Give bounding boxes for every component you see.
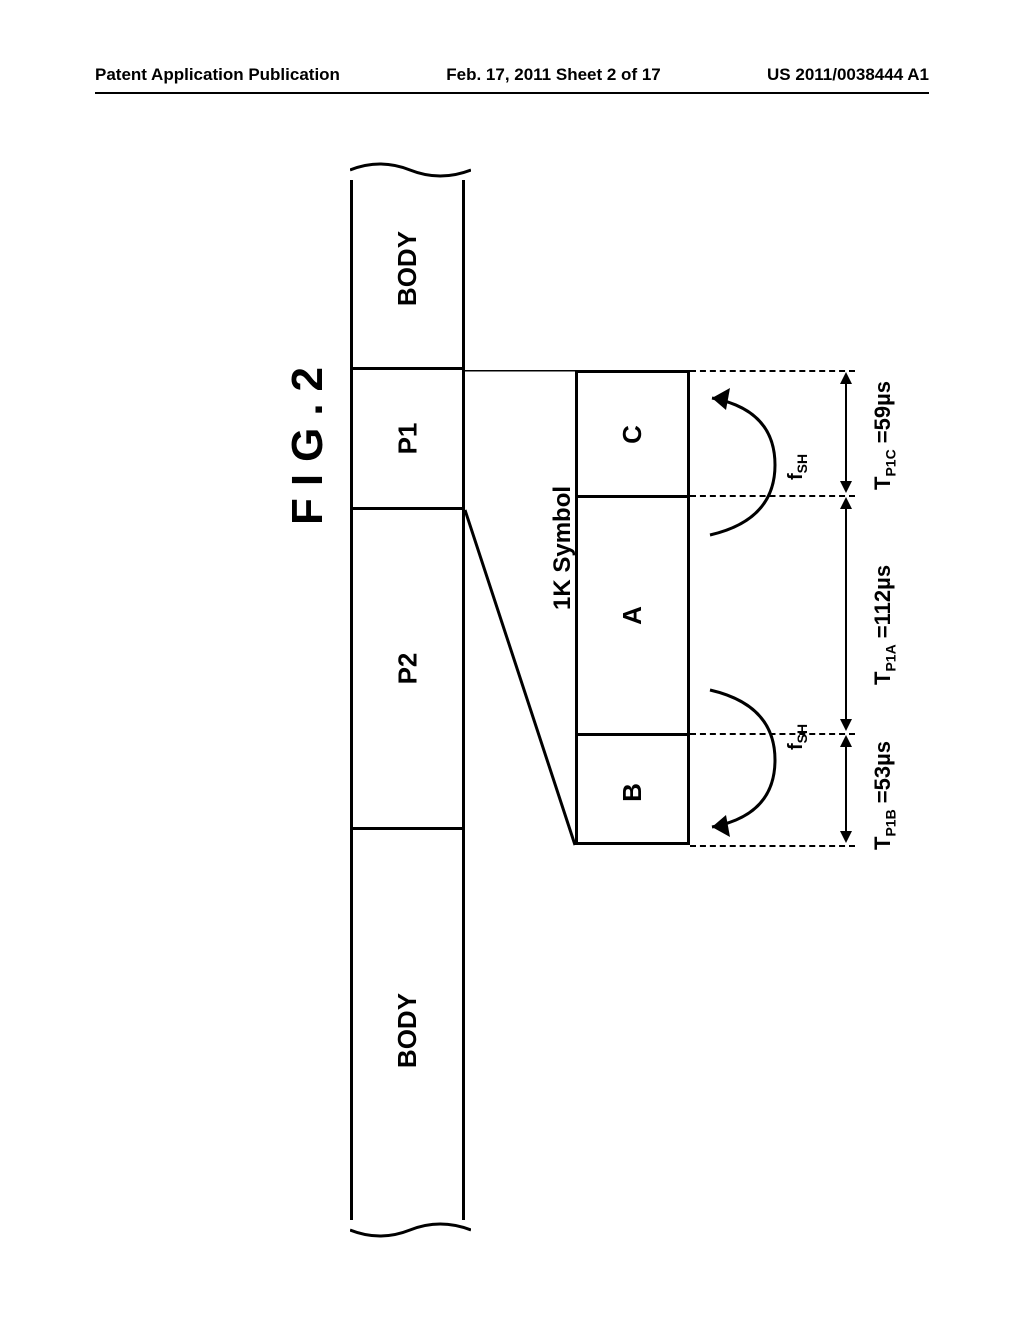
dim-label-b: TP1B =53µs — [870, 741, 898, 850]
dim-a-sub: P1A — [882, 644, 898, 671]
frame-label-body-bottom: BODY — [392, 992, 423, 1067]
fsh-label-top-sub: SH — [794, 454, 810, 473]
dim-dash-2 — [690, 733, 855, 735]
detail-label-b: B — [617, 783, 648, 802]
dim-b-sub: P1B — [882, 809, 898, 836]
detail-title-label: 1K Symbol — [549, 486, 577, 610]
fsh-label-top-f: f — [785, 473, 807, 480]
dim-dash-3 — [690, 845, 855, 847]
detail-label-c: C — [617, 425, 648, 444]
frame-label-body-top: BODY — [392, 231, 423, 306]
fsh-label-bottom: fSH — [785, 724, 810, 750]
dim-b-sym: T — [870, 837, 895, 850]
frame-label-p1: P1 — [392, 423, 423, 455]
dim-c-val: =59µs — [870, 381, 895, 443]
dim-arrow-b — [845, 739, 847, 839]
dim-a-sym: T — [870, 672, 895, 685]
dim-arrowhead-b-dn — [840, 831, 852, 843]
frame-seg-p1: P1 — [353, 370, 462, 510]
frame-seg-body-top: BODY — [353, 170, 462, 370]
wave-break-bottom — [350, 1220, 471, 1240]
header-left: Patent Application Publication — [95, 65, 340, 85]
wave-break-top — [350, 160, 471, 180]
header-right: US 2011/0038444 A1 — [767, 65, 929, 85]
dim-label-a: TP1A =112µs — [870, 565, 898, 685]
detail-label-a: A — [617, 606, 648, 625]
fsh-label-top: fSH — [785, 454, 810, 480]
header-rule — [95, 92, 929, 94]
detail-seg-a: A — [578, 498, 687, 736]
page-header: Patent Application Publication Feb. 17, … — [0, 65, 1024, 85]
dim-arrowhead-a-dn — [840, 719, 852, 731]
dim-arrow-c — [845, 376, 847, 489]
fsh-arrow-top — [690, 380, 785, 555]
figure-diagram: BODY P1 P2 BODY 1K Symbol C A B — [350, 170, 890, 1230]
fsh-label-bottom-f: f — [785, 743, 807, 750]
dim-c-sub: P1C — [882, 449, 898, 476]
frame-seg-p2: P2 — [353, 510, 462, 830]
fsh-arrow-bottom — [690, 670, 785, 845]
dim-c-sym: T — [870, 477, 895, 490]
frame-structure: BODY P1 P2 BODY — [350, 170, 465, 1230]
detail-structure: C A B — [575, 370, 690, 845]
dim-dash-1 — [690, 495, 855, 497]
detail-seg-b: B — [578, 736, 687, 848]
figure-title: FIG.2 — [283, 355, 333, 525]
dim-arrowhead-c-dn — [840, 481, 852, 493]
dim-arrowhead-c-up — [840, 372, 852, 384]
dim-a-val: =112µs — [870, 565, 895, 638]
frame-label-p2: P2 — [392, 653, 423, 685]
dim-arrowhead-b-up — [840, 735, 852, 747]
zoom-connector-lines — [465, 370, 578, 850]
dim-arrow-a — [845, 501, 847, 727]
dim-dash-0 — [690, 370, 855, 372]
dim-label-c: TP1C =59µs — [870, 381, 898, 490]
detail-seg-c: C — [578, 373, 687, 498]
dim-arrowhead-a-up — [840, 497, 852, 509]
header-center: Feb. 17, 2011 Sheet 2 of 17 — [446, 65, 661, 85]
frame-seg-body-bottom: BODY — [353, 830, 462, 1230]
dim-b-val: =53µs — [870, 741, 895, 803]
